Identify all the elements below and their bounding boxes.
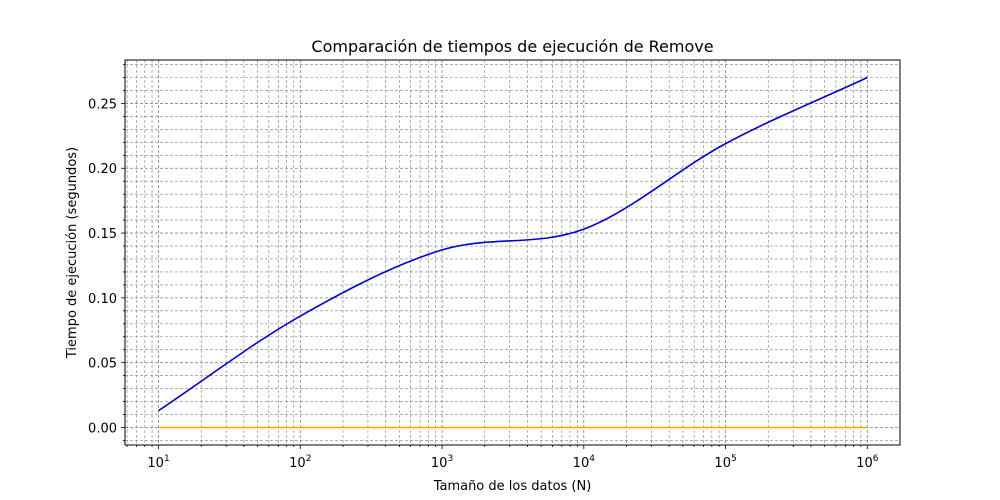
x-tick-label-base: 10 <box>856 456 873 471</box>
x-tick-label-base: 10 <box>147 456 164 471</box>
chart-title: Comparación de tiempos de ejecución de R… <box>311 37 713 56</box>
plot-frame <box>124 59 901 446</box>
x-tick-label: 104 <box>573 454 596 471</box>
x-tick-label-exponent: 3 <box>447 454 453 464</box>
x-tick-label-exponent: 2 <box>306 454 312 464</box>
y-axis-label: Tiempo de ejecución (segundos) <box>65 147 80 359</box>
y-tick-label: 0.05 <box>88 357 117 372</box>
x-tick-label: 102 <box>289 454 311 471</box>
x-tick-label-base: 10 <box>714 456 731 471</box>
x-axis-label: Tamaño de los datos (N) <box>433 479 592 494</box>
x-tick-label-exponent: 1 <box>164 454 170 464</box>
x-tick-label: 105 <box>714 454 736 471</box>
x-tick-label-base: 10 <box>289 456 306 471</box>
x-tick-label: 106 <box>856 454 879 471</box>
y-tick-label: 0.00 <box>88 422 117 437</box>
x-tick-label-base: 10 <box>573 456 590 471</box>
series-layer <box>158 76 868 429</box>
x-tick-label: 101 <box>147 454 169 471</box>
series-line-1 <box>158 76 868 412</box>
y-tick-label: 0.20 <box>88 162 117 177</box>
x-tick-label-exponent: 4 <box>589 454 595 464</box>
x-tick-label-base: 10 <box>431 456 448 471</box>
x-tick-label-exponent: 6 <box>873 454 879 464</box>
x-tick-label: 103 <box>431 454 453 471</box>
y-tick-label: 0.10 <box>88 292 117 307</box>
y-tick-label: 0.15 <box>88 227 117 242</box>
y-tick-label: 0.25 <box>88 97 117 112</box>
grid <box>125 60 900 445</box>
x-tick-label-exponent: 5 <box>731 454 737 464</box>
